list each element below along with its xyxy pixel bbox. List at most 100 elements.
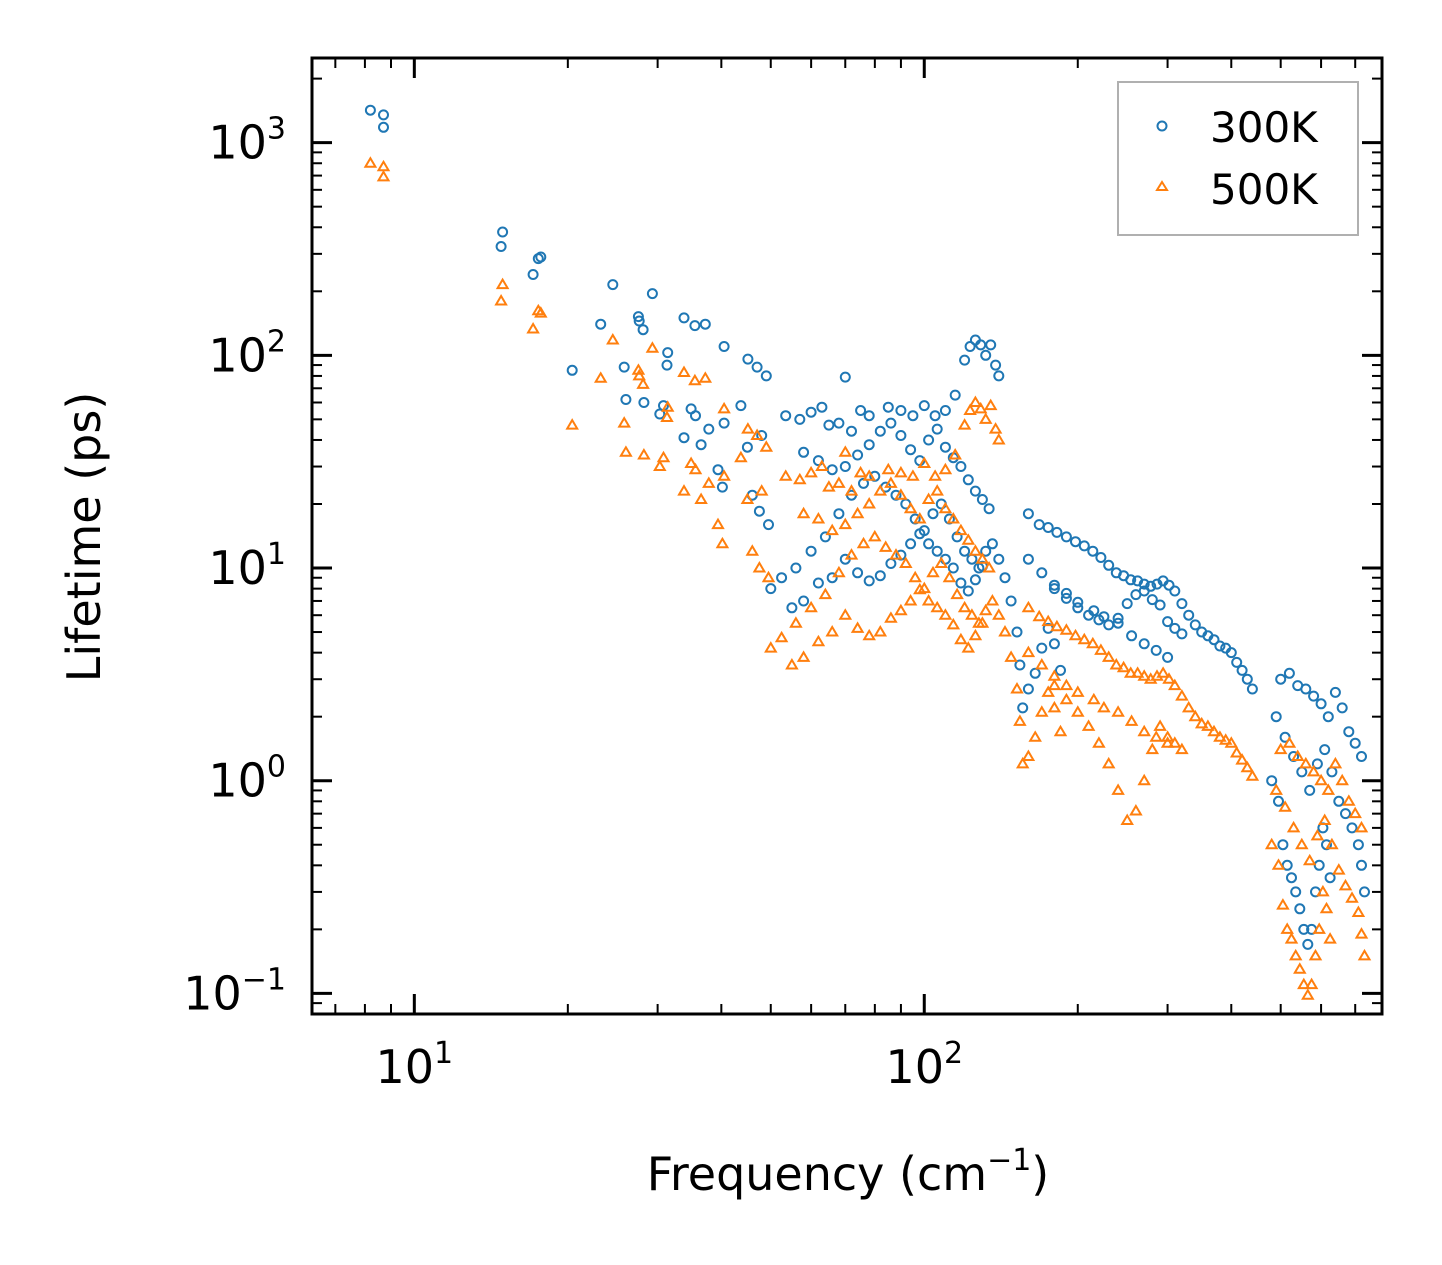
series-500k-point xyxy=(881,462,896,475)
series-300k-point xyxy=(678,312,690,324)
series-300k-point xyxy=(1176,628,1188,640)
series-500k-point xyxy=(1342,794,1356,806)
series-300k-point xyxy=(1356,751,1367,762)
series-500k-point xyxy=(889,548,903,560)
series-500k-point xyxy=(1264,837,1279,850)
series-500k-point xyxy=(884,611,898,623)
series-500k-point xyxy=(1160,736,1175,748)
series-500k-point xyxy=(494,294,508,306)
series-500k-point xyxy=(992,433,1006,445)
series-300k-point xyxy=(1017,702,1029,714)
series-500k-point xyxy=(957,600,972,613)
series-500k-point xyxy=(1299,756,1313,769)
series-500k-point xyxy=(1109,658,1124,670)
series-500k-point xyxy=(741,422,755,434)
series-300k-point xyxy=(990,359,1002,371)
series-500k-point xyxy=(1306,764,1321,777)
series-300k-point xyxy=(833,508,845,520)
series-500k-point xyxy=(565,418,579,430)
series-300k-point xyxy=(690,410,701,422)
series-500k-point xyxy=(1218,733,1233,745)
series-500k-point xyxy=(698,371,713,383)
series-500k-point xyxy=(1319,901,1334,914)
series-300k-point xyxy=(905,538,917,550)
series-500k-point xyxy=(973,401,988,414)
series-300k-point xyxy=(497,226,509,238)
series-500k-point xyxy=(804,465,818,478)
series-500k-point xyxy=(1021,749,1036,761)
series-300k-point xyxy=(1183,609,1195,621)
series-300k-point xyxy=(969,485,981,497)
series-500k-point xyxy=(957,418,972,430)
legend-marker-500k xyxy=(1155,180,1169,191)
series-500k-point xyxy=(1035,705,1049,717)
series-500k-point xyxy=(637,448,651,460)
series-500k-point xyxy=(1201,719,1215,731)
series-500k-point xyxy=(1354,820,1369,833)
series-500k-point xyxy=(1308,948,1323,961)
series-300k-point xyxy=(1356,859,1367,871)
series-500k-point xyxy=(926,565,940,578)
series-300k-point xyxy=(805,545,817,557)
series-300k-point xyxy=(689,320,701,332)
y-tick-label: 100 xyxy=(208,750,286,808)
series-300k-point xyxy=(1352,839,1364,851)
series-300k-point xyxy=(1036,567,1048,579)
series-300k-point xyxy=(1036,642,1048,654)
series-300k-point xyxy=(863,410,875,422)
series-500k-point xyxy=(1035,658,1049,670)
y-tick-label: 101 xyxy=(208,537,286,595)
series-500k-point xyxy=(1071,705,1085,717)
series-300k-point xyxy=(985,339,997,351)
series-500k-point xyxy=(1077,632,1092,645)
series-500k-point xyxy=(1181,700,1196,713)
series-300k-point xyxy=(1022,553,1034,565)
series-300k-point xyxy=(633,315,645,327)
series-500k-point xyxy=(1282,736,1297,748)
series-300k-point xyxy=(812,577,824,589)
series-500k-point xyxy=(1047,669,1062,681)
series-300k-point xyxy=(1022,508,1034,520)
series-500k-point xyxy=(376,169,391,182)
series-300k-point xyxy=(1048,583,1060,595)
series-300k-point xyxy=(1146,594,1158,606)
series-300k-point xyxy=(993,370,1005,382)
series-500k-point xyxy=(1245,769,1260,781)
series-300k-point xyxy=(905,444,917,456)
series-500k-point xyxy=(1149,730,1163,742)
series-500k-point xyxy=(913,582,927,595)
y-axis-title: Lifetime (ps) xyxy=(57,392,111,683)
series-300k-point xyxy=(765,583,777,595)
series-500k-point xyxy=(1004,650,1018,662)
series-300k-point xyxy=(364,104,376,116)
series-300k-point xyxy=(929,410,941,422)
series-500k-point xyxy=(838,517,853,530)
series-300k-point xyxy=(1070,536,1081,548)
series-500k-point xyxy=(754,484,769,496)
series-500k-point xyxy=(862,469,876,481)
series-500k-point xyxy=(1059,678,1074,691)
series-500k-point xyxy=(1345,891,1359,903)
series-300k-point xyxy=(1112,617,1124,629)
series-300k-point xyxy=(566,364,578,376)
series-500k-point xyxy=(688,373,702,386)
series-300k-point xyxy=(718,417,730,429)
series-500k-point xyxy=(868,529,882,542)
series-500k-point xyxy=(1304,977,1319,990)
series-500k-point xyxy=(1269,783,1283,795)
series-500k-point xyxy=(873,484,888,496)
series-500k-point xyxy=(983,398,998,411)
series-300k-point xyxy=(1048,638,1060,650)
series-300k-point xyxy=(1324,872,1336,884)
series-500k-point xyxy=(954,523,968,536)
series-300k-point xyxy=(923,538,935,550)
series-500k-point xyxy=(954,632,968,645)
series-300k-point xyxy=(1121,598,1133,610)
series-500k-point xyxy=(878,540,893,552)
series-500k-point xyxy=(1092,736,1106,748)
series-500k-point xyxy=(745,544,760,556)
series-300k-point xyxy=(1095,552,1107,563)
series-300k-point xyxy=(741,441,753,453)
series-500k-point xyxy=(903,501,918,514)
series-300k-point xyxy=(969,574,981,586)
